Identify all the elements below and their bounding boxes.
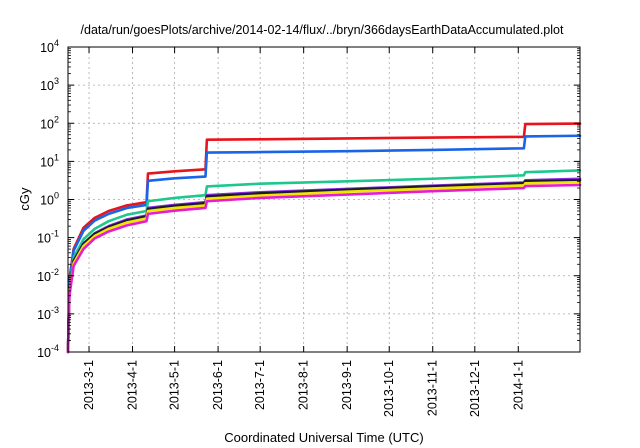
y-tick-label: 10-4	[37, 343, 59, 360]
x-tick-label: 2013-4-1	[126, 360, 140, 410]
y-tick-label: 100	[40, 191, 59, 208]
x-tick-label: 2014-1-1	[511, 360, 525, 410]
y-tick-label: 104	[40, 38, 59, 55]
y-axis-label: cGy	[17, 187, 32, 211]
x-tick-label: 2013-8-1	[297, 360, 311, 410]
x-tick-label: 2013-5-1	[168, 360, 182, 410]
series-line-2	[66, 134, 582, 354]
x-tick-label: 2013-12-1	[468, 360, 482, 417]
y-axis: 10-4 10-3 10-2 10-1 100 101 102 103 104	[37, 38, 580, 360]
x-tick-label: 2013-11-1	[426, 360, 440, 416]
chart-title: /data/run/goesPlots/archive/2014-02-14/f…	[81, 23, 564, 37]
series-line-3	[66, 169, 582, 354]
y-tick-label: 10-3	[37, 305, 59, 322]
x-tick-label: 2013-3-1	[82, 360, 96, 410]
y-tick-label: 10-2	[37, 267, 59, 284]
x-tick-label: 2013-6-1	[211, 360, 225, 410]
y-tick-label: 10-1	[37, 229, 59, 246]
x-axis-label: Coordinated Universal Time (UTC)	[224, 430, 423, 445]
series-line-6	[66, 180, 582, 354]
series-group	[66, 122, 582, 354]
grid	[68, 47, 580, 352]
x-tick-label: 2013-9-1	[340, 360, 354, 410]
x-axis: 2013-3-1 2013-4-1 2013-5-1 2013-6-1 2013-7-1…	[82, 47, 525, 417]
y-tick-label: 101	[40, 152, 59, 169]
x-tick-label: 2013-7-1	[253, 360, 267, 410]
series-line-7	[66, 183, 582, 354]
y-tick-label: 103	[40, 76, 59, 93]
y-tick-label: 102	[40, 114, 59, 131]
x-tick-label: 2013-10-1	[382, 360, 396, 417]
